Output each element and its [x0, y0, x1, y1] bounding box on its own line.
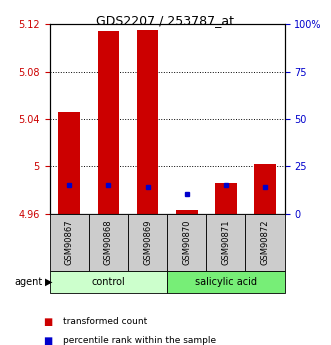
- Text: GSM90868: GSM90868: [104, 219, 113, 265]
- Text: GDS2207 / 253787_at: GDS2207 / 253787_at: [97, 14, 234, 27]
- Text: GSM90867: GSM90867: [65, 219, 74, 265]
- Text: transformed count: transformed count: [63, 317, 147, 326]
- Text: agent: agent: [15, 277, 43, 287]
- Text: control: control: [92, 277, 125, 287]
- Text: ■: ■: [43, 317, 52, 327]
- Bar: [98, 31, 119, 214]
- Bar: [254, 164, 276, 214]
- Text: ▶: ▶: [45, 277, 52, 287]
- Text: GSM90870: GSM90870: [182, 220, 191, 265]
- Text: percentile rank within the sample: percentile rank within the sample: [63, 336, 216, 345]
- Bar: [215, 183, 237, 214]
- Bar: [176, 210, 198, 214]
- Bar: [137, 30, 158, 214]
- Text: GSM90869: GSM90869: [143, 220, 152, 265]
- Bar: [59, 112, 80, 214]
- Text: GSM90872: GSM90872: [260, 220, 269, 265]
- Text: salicylic acid: salicylic acid: [195, 277, 257, 287]
- Text: GSM90871: GSM90871: [221, 220, 230, 265]
- Text: ■: ■: [43, 336, 52, 345]
